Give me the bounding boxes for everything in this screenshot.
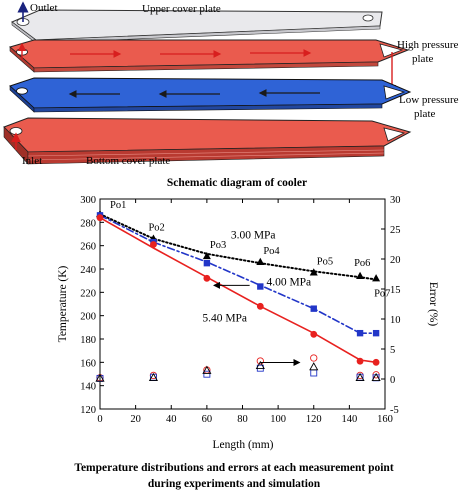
data-point-square xyxy=(203,259,211,267)
y-tick-label: 200 xyxy=(80,312,96,323)
series-annotation: 3.00 MPa xyxy=(231,230,276,242)
bottom-cover-plate xyxy=(3,117,412,165)
y2-tick-label: 30 xyxy=(390,195,401,206)
measurement-point-label: Po4 xyxy=(263,246,280,257)
x-tick-label: 140 xyxy=(342,414,358,425)
x-tick-label: 60 xyxy=(202,414,213,425)
series-annotations: 3.00 MPa 4.00 MPa 5.40 MPa xyxy=(202,230,311,325)
error-point-triangle xyxy=(95,373,105,382)
x-axis-label: Length (mm) xyxy=(213,439,274,451)
y-tick-label: 220 xyxy=(80,288,96,299)
measurement-point-label: Po2 xyxy=(148,223,164,234)
chart: 0 20 40 60 80 100 120 140 160 120140160180200220… xyxy=(57,195,439,490)
y-axis-ticks: 120 140 160 180 200 220 240 260 280 300 xyxy=(80,195,104,416)
error-point-triangle xyxy=(148,372,159,382)
y-tick-label: 260 xyxy=(80,242,96,253)
y-tick-label: 160 xyxy=(80,358,96,369)
cooler-schematic: Outlet Upper cover plate High pressure p… xyxy=(3,1,459,189)
y2-tick-label: -5 xyxy=(390,405,399,416)
y-tick-label: 300 xyxy=(80,195,96,206)
error-point-triangle xyxy=(202,365,212,374)
data-point-circle xyxy=(372,358,380,366)
x-tick-label: 20 xyxy=(130,414,141,425)
data-point-circle xyxy=(356,357,364,365)
high-pressure-label: High pressure xyxy=(397,39,459,51)
x-axis-ticks: 0 20 40 60 80 100 120 140 160 xyxy=(97,199,393,425)
measurement-point-label: Po7 xyxy=(374,288,390,299)
point-labels: Po1 Po2 Po3 Po4 Po5 Po6 Po7 xyxy=(110,200,390,299)
y2-tick-label: 15 xyxy=(390,285,401,296)
error-point-triangle xyxy=(355,372,365,382)
series-annotation: 5.40 MPa xyxy=(202,313,247,325)
experiment-markers xyxy=(96,209,381,366)
upper-cover-plate xyxy=(11,9,383,44)
chart-caption-line-1: Temperature distributions and errors at … xyxy=(74,462,393,474)
y2-tick-label: 10 xyxy=(390,315,401,326)
data-point-triangle xyxy=(202,251,211,260)
x-tick-label: 40 xyxy=(166,414,177,425)
y2-tick-label: 25 xyxy=(390,225,401,236)
series-annotation: 4.00 MPa xyxy=(266,276,311,288)
measurement-point-label: Po3 xyxy=(210,240,226,251)
x-tick-label: 80 xyxy=(237,414,248,425)
data-point-circle xyxy=(150,241,157,248)
data-point-triangle xyxy=(372,274,381,282)
high-pressure-label-2: plate xyxy=(412,53,433,65)
y-tick-label: 280 xyxy=(80,218,96,229)
bottom-cover-label: Bottom cover plate xyxy=(86,155,170,167)
y-tick-label: 120 xyxy=(80,405,96,416)
y2-axis-label: Error (%) xyxy=(427,282,439,327)
error-point-triangle xyxy=(371,372,381,382)
y2-axis-ticks: -5 0 5 10 15 20 25 30 xyxy=(381,195,401,416)
x-tick-label: 0 xyxy=(97,414,102,425)
y-tick-label: 240 xyxy=(80,265,96,276)
data-point-triangle xyxy=(309,268,318,276)
data-point-square xyxy=(372,329,380,337)
low-pressure-label: Low pressure xyxy=(399,94,459,106)
y2-tick-label: 20 xyxy=(390,255,401,266)
y2-tick-label: 5 xyxy=(390,345,395,356)
error-point-circle xyxy=(310,354,318,362)
low-pressure-label-2: plate xyxy=(414,108,435,120)
data-point-triangle xyxy=(256,257,265,265)
error-point-square xyxy=(310,369,318,377)
y-tick-label: 180 xyxy=(80,335,96,346)
error-point-triangle xyxy=(255,360,265,370)
axis-arrows xyxy=(213,281,301,366)
data-point-circle xyxy=(310,330,318,338)
data-point-triangle xyxy=(356,271,365,279)
data-point-circle xyxy=(96,214,104,222)
error-point-triangle xyxy=(309,362,319,371)
high-pressure-plate xyxy=(8,39,410,73)
measurement-point-label: Po6 xyxy=(354,258,370,269)
error-point-circle xyxy=(256,357,264,365)
y-tick-label: 140 xyxy=(80,382,96,393)
x-tick-label: 100 xyxy=(270,414,286,425)
x-tick-label: 160 xyxy=(377,414,393,425)
data-point-square xyxy=(257,283,264,290)
error-markers xyxy=(95,354,381,382)
upper-cover-label: Upper cover plate xyxy=(142,3,221,15)
series-line xyxy=(99,213,378,281)
outlet-label: Outlet xyxy=(30,2,58,14)
error-point-square xyxy=(203,370,211,378)
low-pressure-plate xyxy=(9,77,412,113)
data-point-circle xyxy=(256,302,264,310)
y2-tick-label: 0 xyxy=(390,375,395,386)
chart-caption-line-2: during experiments and simulation xyxy=(148,478,321,490)
data-point-square xyxy=(356,329,364,337)
data-point-square xyxy=(310,305,317,312)
measurement-point-label: Po5 xyxy=(317,257,333,268)
inlet-label: Inlet xyxy=(22,155,42,167)
measurement-point-label: Po1 xyxy=(110,200,126,211)
data-point-circle xyxy=(203,274,211,282)
schematic-caption: Schematic diagram of cooler xyxy=(167,177,307,189)
x-tick-label: 120 xyxy=(306,414,322,425)
y-axis-label: Temperature (K) xyxy=(57,265,69,342)
